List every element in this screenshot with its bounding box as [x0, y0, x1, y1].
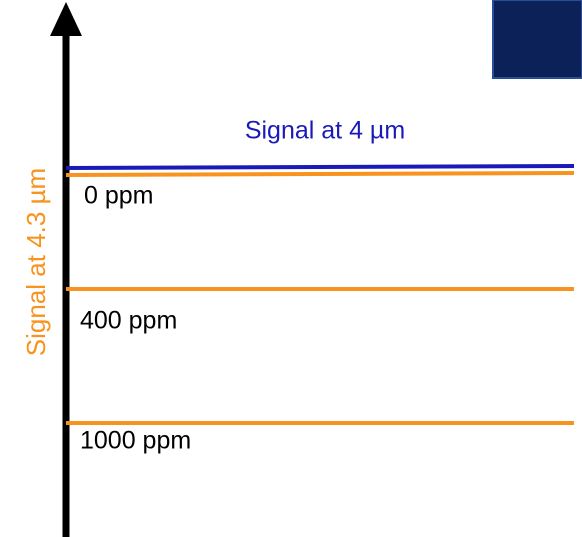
- level-label: 400 ppm: [80, 307, 177, 335]
- level-line: [66, 173, 574, 175]
- level-label: 0 ppm: [84, 182, 153, 210]
- axis-arrowhead: [50, 2, 82, 36]
- diagram: Signal at 4.3 µm Signal at 4 µm 0 ppm 40…: [0, 0, 582, 537]
- reference-label: Signal at 4 µm: [245, 117, 405, 145]
- reference-line: [66, 166, 574, 168]
- axis-label: Signal at 4.3 µm: [21, 168, 51, 356]
- corner-panel: [493, 0, 582, 78]
- level-label: 1000 ppm: [80, 427, 191, 455]
